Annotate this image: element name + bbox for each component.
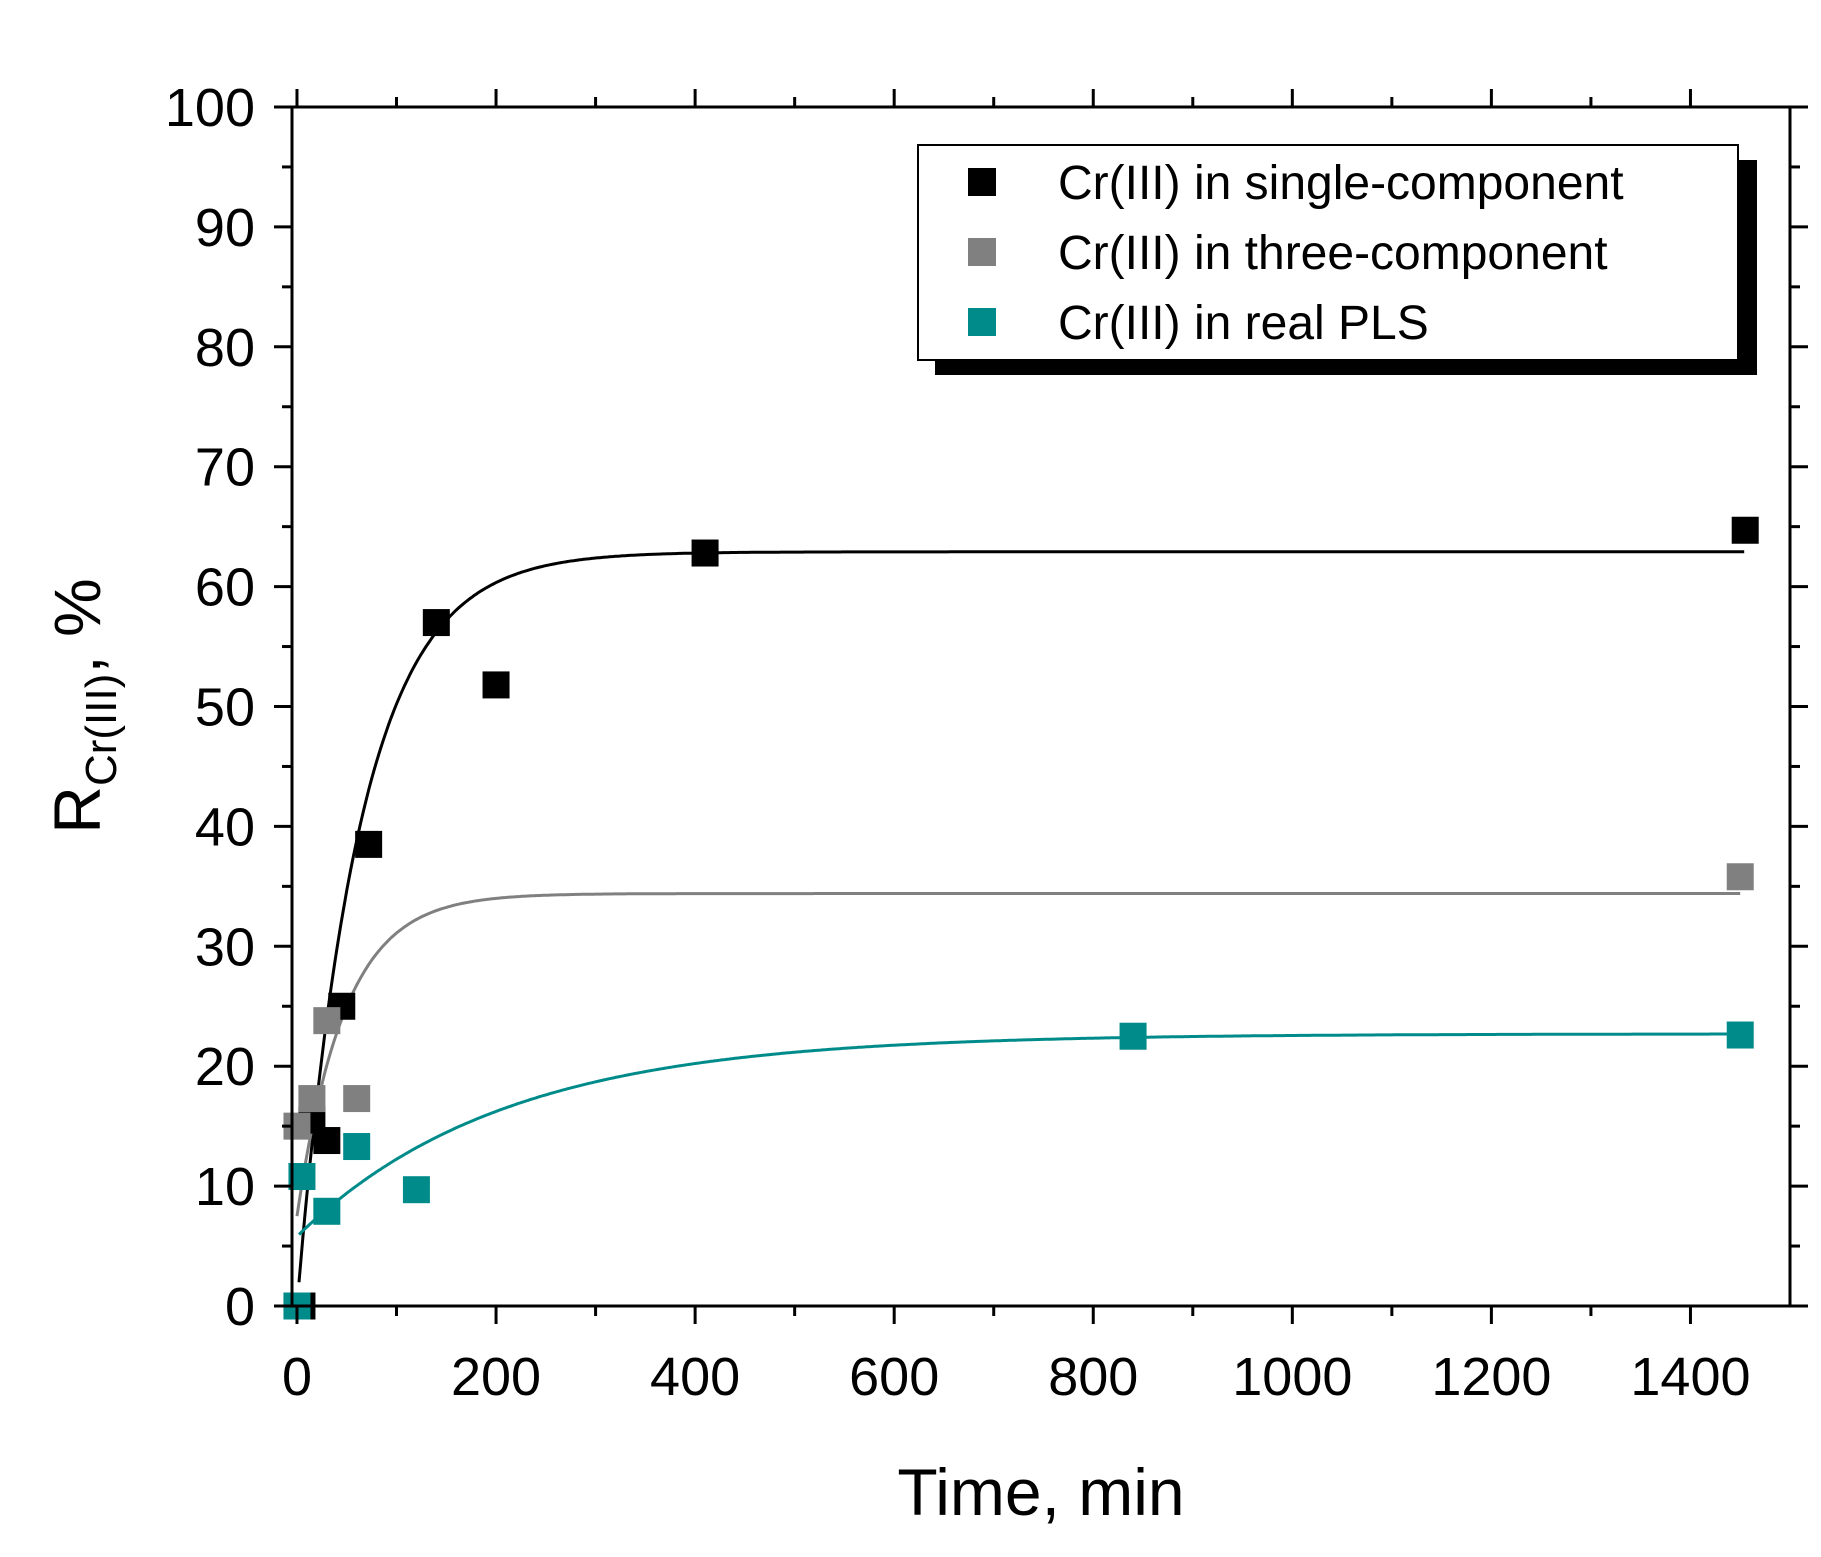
data-point-series-0 — [1731, 516, 1759, 544]
axes: 0 200 400 600 800 1000 1200 1400 0 10 20 30 40 50 60 7… — [165, 78, 1808, 1407]
data-point-series-0 — [355, 830, 383, 858]
legend-box — [917, 144, 1739, 361]
x-tick-label: 1400 — [1630, 1347, 1750, 1407]
legend-label: Cr(III) in three-component — [1058, 227, 1608, 280]
legend-label: Cr(III) in real PLS — [1058, 297, 1429, 350]
legend-label: Cr(III) in single-component — [1058, 157, 1624, 210]
y-tick-label: 80 — [195, 318, 255, 378]
data-point-series-0 — [691, 539, 719, 567]
x-tick-label: 200 — [451, 1347, 541, 1407]
y-tick-label: 20 — [195, 1037, 255, 1097]
x-tick-label: 400 — [650, 1347, 740, 1407]
data-point-series-1 — [343, 1085, 371, 1113]
data-point-series-2 — [402, 1176, 430, 1204]
x-tick-label: 1200 — [1431, 1347, 1551, 1407]
y-tick-label: 100 — [165, 78, 255, 138]
data-point-series-2 — [1726, 1021, 1754, 1049]
y-tick-label: 40 — [195, 797, 255, 857]
legend-marker — [968, 238, 996, 266]
legend-marker — [968, 168, 996, 196]
fit-curve-series-2 — [297, 1032, 1741, 1236]
data-point-series-2 — [343, 1133, 371, 1161]
y-axis-title: RCr(III), % — [40, 578, 126, 833]
x-axis-title: Time, min — [897, 1455, 1184, 1529]
y-tick-label: 60 — [195, 558, 255, 618]
x-axis-ticks: 0 200 400 600 800 1000 1200 1400 — [282, 89, 1751, 1407]
fit-curve-series-0 — [297, 550, 1745, 1283]
legend-marker — [968, 308, 996, 336]
legend: Cr(III) in single-component Cr(III) in th… — [917, 144, 1757, 375]
y-tick-label: 0 — [225, 1277, 255, 1337]
y-tick-label: 10 — [195, 1157, 255, 1217]
x-tick-label: 800 — [1048, 1347, 1138, 1407]
data-point-series-0 — [422, 609, 450, 637]
y-axis-title-suffix: , % — [40, 578, 114, 673]
y-tick-label: 50 — [195, 678, 255, 738]
x-tick-label: 0 — [282, 1347, 312, 1407]
data-point-series-0 — [482, 671, 510, 699]
fit-curve-series-1 — [295, 892, 1741, 1217]
x-tick-label: 1000 — [1232, 1347, 1352, 1407]
data-point-series-0 — [313, 1127, 341, 1155]
y-axis-title-main: R — [40, 786, 114, 834]
data-point-series-2 — [313, 1197, 341, 1225]
y-tick-label: 90 — [195, 198, 255, 258]
y-tick-label: 30 — [195, 917, 255, 977]
legend-items: Cr(III) in single-component Cr(III) in th… — [968, 157, 1624, 350]
data-point-series-2 — [1119, 1022, 1147, 1050]
data-points — [283, 516, 1759, 1320]
y-axis-ticks: 0 10 20 30 40 50 60 70 80 90 100 — [165, 78, 1808, 1337]
y-tick-label: 70 — [195, 438, 255, 498]
fit-curves — [295, 550, 1745, 1283]
y-axis-title-subscript: Cr(III) — [77, 674, 126, 786]
data-point-series-1 — [298, 1085, 326, 1113]
data-point-series-1 — [1726, 863, 1754, 891]
data-point-series-1 — [313, 1007, 341, 1035]
x-tick-label: 600 — [849, 1347, 939, 1407]
